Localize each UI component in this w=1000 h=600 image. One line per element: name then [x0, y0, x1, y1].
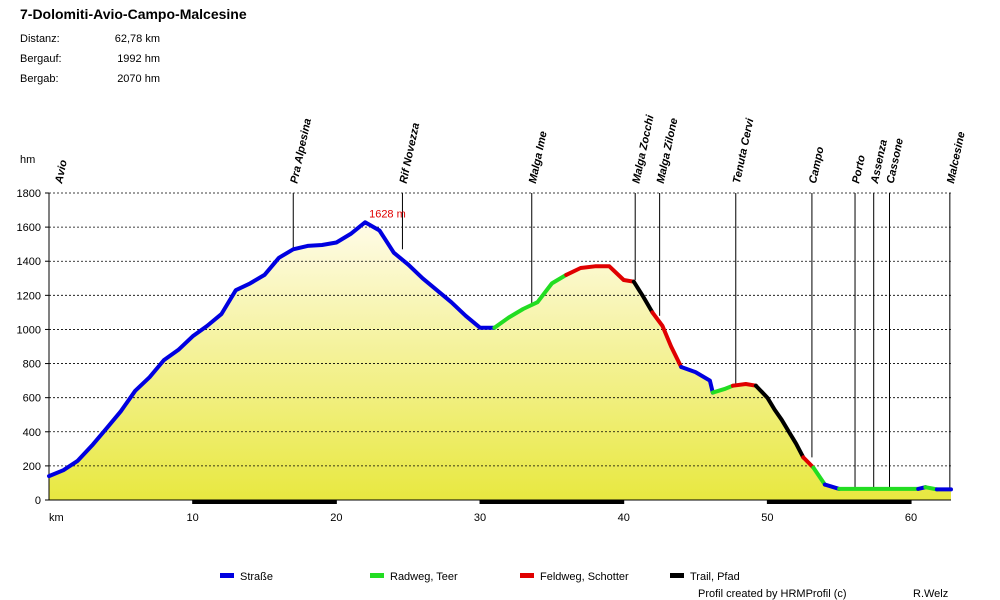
surface-bars [192, 500, 912, 504]
waypoint-label: Avio [53, 159, 70, 186]
stat-descent-label: Bergab: [20, 73, 59, 85]
y-tick-label: 1400 [17, 256, 41, 268]
x-axis-label: km [49, 512, 64, 524]
y-axis-label: hm [20, 154, 35, 166]
stat-distance-value: 62,78 km [115, 33, 160, 45]
x-tick-label: 10 [187, 512, 199, 524]
waypoint-label: Malga Ime [527, 130, 550, 185]
waypoint-labels: Avio Pra Alpesina Rif Novezza Malga Ime Malg… [53, 113, 968, 186]
waypoint-label: Pra Alpesina [288, 117, 314, 184]
y-tick-label: 200 [23, 461, 41, 473]
x-tick-label: 30 [474, 512, 486, 524]
x-tick-label: 60 [905, 512, 917, 524]
elevation-area [49, 222, 951, 501]
waypoint-label: Rif Novezza [398, 122, 423, 185]
stats-block: Distanz: 62,78 km Bergauf: 1992 hm Berga… [20, 33, 160, 85]
y-tick-label: 1200 [17, 290, 41, 302]
y-tick-labels: 0 200 400 600 800 1000 1200 1400 1600 1800 [17, 188, 41, 507]
waypoint-label: Tenuta Cervi [731, 116, 757, 184]
legend-swatch-trail [670, 573, 684, 578]
series-feldweg [801, 455, 816, 470]
series-feldweg [730, 382, 758, 388]
waypoint-label: Malga Zilone [655, 117, 681, 185]
x-tick-label: 40 [618, 512, 630, 524]
waypoint-label: Porto [850, 154, 868, 185]
y-tick-label: 1600 [17, 222, 41, 234]
series-radweg [811, 465, 827, 487]
waypoint-label: Malga Zocchi [630, 113, 656, 185]
stat-ascent-label: Bergauf: [20, 53, 62, 65]
waypoint-label: Malcesine [945, 131, 968, 185]
x-tick-label: 50 [761, 512, 773, 524]
y-tick-label: 1000 [17, 324, 41, 336]
legend-swatch-radweg [370, 573, 384, 578]
surface-series [47, 220, 953, 492]
series-trail [631, 279, 655, 315]
legend-label-feldweg: Feldweg, Schotter [540, 571, 629, 583]
waypoint-lines [292, 193, 951, 489]
series-radweg [710, 383, 735, 395]
stat-descent-value: 2070 hm [117, 73, 160, 85]
legend-label-strasse: Straße [240, 571, 273, 583]
series-strasse [822, 482, 842, 491]
x-tick-labels: 10 20 30 40 50 60 [187, 500, 917, 524]
peak-label: 1628 m [369, 208, 406, 220]
legend-swatch-feldweg [520, 573, 534, 578]
y-tick-label: 0 [35, 495, 41, 507]
series-strasse [47, 220, 497, 479]
series-feldweg [650, 310, 684, 369]
series-trail [753, 383, 806, 460]
waypoint-label: Campo [807, 145, 827, 184]
stat-distance-label: Distanz: [20, 33, 60, 45]
surface-bar [767, 500, 912, 504]
y-tick-label: 400 [23, 427, 41, 439]
y-tick-label: 800 [23, 359, 41, 371]
grid-lines [45, 192, 951, 501]
credit-text: Profil created by HRMProfil (c) [698, 588, 847, 600]
elevation-area-fill [49, 222, 951, 501]
y-tick-label: 1800 [17, 188, 41, 200]
chart-title: 7-Dolomiti-Avio-Campo-Malcesine [20, 6, 247, 22]
surface-bar [192, 500, 337, 504]
series-feldweg [564, 264, 636, 284]
author-text: R.Welz [913, 588, 948, 600]
legend: Straße Radweg, Teer Feldweg, Schotter Trail… [220, 571, 740, 583]
y-tick-label: 600 [23, 393, 41, 405]
series-radweg [492, 272, 569, 330]
stat-ascent-value: 1992 hm [117, 53, 160, 65]
surface-bar [480, 500, 624, 504]
legend-label-radweg: Radweg, Teer [390, 571, 458, 583]
legend-label-trail: Trail, Pfad [690, 571, 740, 583]
legend-swatch-strasse [220, 573, 234, 578]
x-tick-label: 20 [330, 512, 342, 524]
series-strasse [679, 365, 715, 395]
